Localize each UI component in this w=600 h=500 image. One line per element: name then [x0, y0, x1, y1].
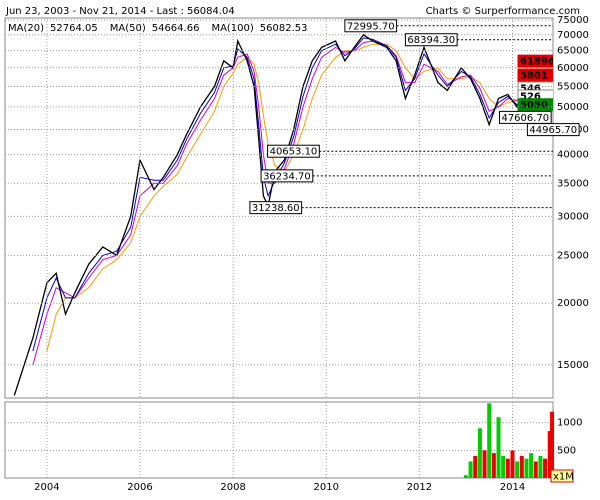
- y-tick-label: 65000: [557, 46, 589, 57]
- volume-bar: [515, 461, 520, 478]
- x-tick-label: 2008: [220, 482, 245, 493]
- annotation-label: 47606.70: [501, 113, 549, 124]
- x-tick-label: 2012: [407, 482, 432, 493]
- annotation-box: [498, 110, 552, 124]
- y-tick-label: 75000: [557, 15, 589, 26]
- annotation-label: 36234.70: [263, 171, 311, 182]
- price-tag-label: 546: [520, 84, 541, 95]
- annotation-box: [249, 201, 303, 215]
- annotation-label: 44965.70: [529, 125, 577, 136]
- volume-bar: [550, 411, 555, 478]
- price-tag-label: 5801: [520, 71, 548, 82]
- volume-tick-label: 500: [557, 445, 576, 456]
- credit: Charts © Surperformance.com: [426, 6, 580, 17]
- y-tick-label: 15000: [557, 360, 589, 371]
- volume-bar: [501, 455, 506, 478]
- y-tick-label: 70000: [557, 30, 589, 41]
- volume-bar: [477, 428, 482, 478]
- volume-unit-box: [550, 469, 574, 483]
- volume-bar: [463, 475, 468, 478]
- volume-unit: x1M: [553, 472, 574, 483]
- y-tick-label: 30000: [557, 211, 589, 222]
- volume-bar: [505, 458, 510, 478]
- price-tag: [517, 98, 553, 112]
- annotation-label: 68394.30: [407, 35, 455, 46]
- volume-bar: [482, 450, 487, 478]
- x-tick-label: 2004: [34, 482, 59, 493]
- price-tag: [517, 68, 553, 82]
- legend-value: 52764.05: [50, 23, 98, 34]
- legend-name: MA(20): [8, 23, 44, 34]
- y-tick-label: 20000: [557, 298, 589, 309]
- series-line: [13, 33, 553, 396]
- price-tag-label: 526: [520, 92, 541, 103]
- x-tick-label: 2010: [314, 482, 339, 493]
- y-tick-label: 35000: [557, 178, 589, 189]
- volume-bar: [533, 461, 538, 478]
- volume-bar: [543, 458, 548, 478]
- chart-title: Jun 23, 2003 - Nov 21, 2014 - Last : 560…: [5, 6, 235, 17]
- legend-value: 54664.66: [152, 23, 200, 34]
- annotation-label: 31238.60: [252, 203, 300, 214]
- y-tick-label: 50000: [557, 102, 589, 113]
- y-tick-label: 60000: [557, 63, 589, 74]
- volume-bar: [538, 455, 543, 478]
- x-tick-label: 2014: [500, 482, 525, 493]
- volume-bar: [547, 431, 552, 478]
- volume-bar: [468, 461, 473, 478]
- volume-bar: [487, 403, 492, 478]
- price-panel: [4, 17, 554, 399]
- volume-bar: [510, 450, 515, 478]
- y-tick-label: 40000: [557, 150, 589, 161]
- volume-bar: [473, 455, 478, 478]
- volume-bar: [529, 453, 534, 478]
- volume-bar: [524, 458, 529, 478]
- volume-bar: [491, 453, 496, 478]
- y-tick-label: 25000: [557, 250, 589, 261]
- volume-bar: [496, 417, 501, 478]
- legend-name: MA(100): [211, 23, 253, 34]
- volume-tick-label: 1000: [557, 418, 582, 429]
- y-tick-label: 55000: [557, 81, 589, 92]
- volume-bar: [519, 455, 524, 478]
- price-tag: [517, 54, 553, 68]
- annotation-box: [526, 123, 580, 137]
- price-tag-label: 5050: [520, 100, 548, 111]
- legend-name: MA(50): [110, 23, 146, 34]
- x-tick-label: 2006: [127, 482, 152, 493]
- annotation-label: 72995.70: [347, 21, 395, 32]
- annotation-label: 40653.10: [270, 147, 318, 158]
- price-tag-label: 61896: [520, 57, 555, 68]
- legend-value: 56082.53: [260, 23, 308, 34]
